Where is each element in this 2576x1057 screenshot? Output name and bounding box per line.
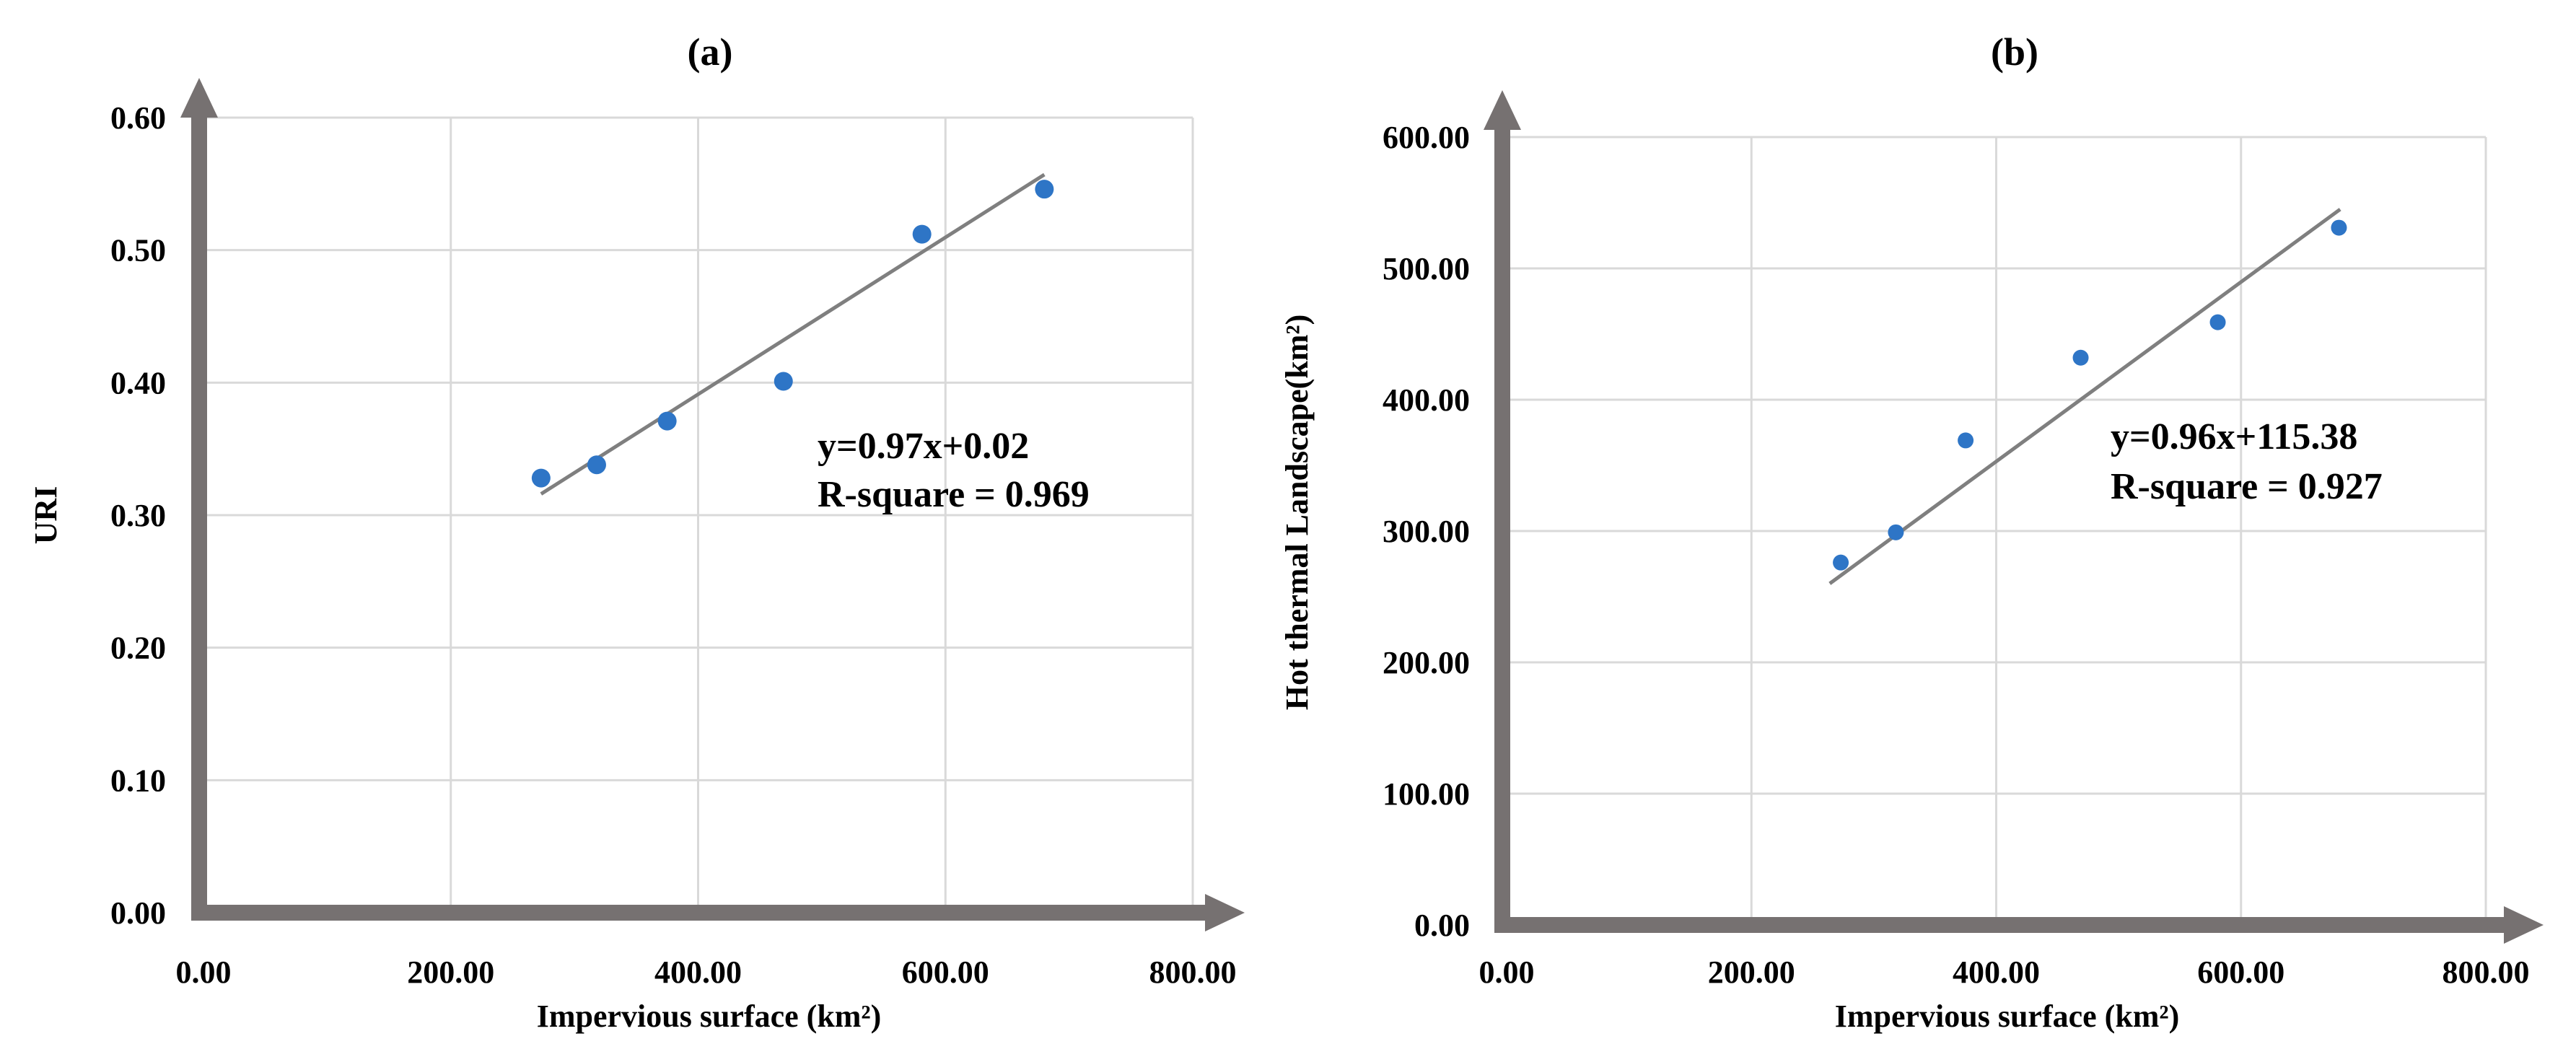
- y-tick-label: 300.00: [1383, 514, 1470, 549]
- data-point: [1035, 180, 1054, 199]
- chart-a-trendline-layer: [540, 172, 1046, 496]
- chart-b-labels: (b) 0.00 100.00 200.00 300.00 400.00 500.00 600…: [1279, 30, 2530, 1034]
- chart-title: (b): [1991, 30, 2038, 74]
- r-square-label: R-square = 0.969: [818, 474, 1090, 515]
- data-point: [657, 411, 677, 431]
- data-point: [912, 224, 932, 244]
- y-tick-label: 0.00: [110, 895, 166, 931]
- x-tick-label: 400.00: [654, 955, 742, 990]
- data-point: [587, 455, 606, 475]
- y-tick-label: 0.20: [110, 631, 166, 666]
- x-tick-label: 400.00: [1953, 955, 2040, 990]
- y-tick-label: 600.00: [1383, 120, 1470, 155]
- chart-a-points: [531, 180, 1054, 488]
- data-point: [774, 372, 793, 391]
- x-tick-label: 0.00: [176, 955, 232, 990]
- regression-equation: y=0.97x+0.02: [818, 426, 1029, 467]
- chart-b-axes: [1484, 90, 2544, 944]
- y-tick-label: 0.50: [110, 233, 166, 268]
- y-tick-label: 100.00: [1383, 776, 1470, 812]
- data-point: [2331, 219, 2347, 236]
- chart-a-grid: [203, 116, 1194, 913]
- trendline: [1828, 208, 2341, 585]
- x-axis-arrow: [191, 894, 1245, 931]
- trendline: [540, 172, 1046, 496]
- chart-b-trendline-layer: [1828, 208, 2341, 585]
- x-axis-label: Impervious surface (km²): [1835, 999, 2180, 1034]
- y-axis-arrow: [1484, 90, 1521, 933]
- y-axis-label: Hot thermal Landscape(km²): [1279, 315, 1315, 711]
- y-axis-arrow: [180, 78, 218, 921]
- x-axis-arrow: [1494, 906, 2544, 944]
- x-tick-label: 600.00: [2197, 955, 2284, 990]
- y-tick-label: 0.00: [1414, 908, 1470, 943]
- y-tick-label: 0.60: [110, 100, 166, 136]
- x-tick-label: 200.00: [1708, 955, 1795, 990]
- data-point: [1958, 432, 1974, 449]
- data-point: [2072, 349, 2089, 366]
- data-point: [1833, 554, 1849, 571]
- x-tick-label: 200.00: [407, 955, 494, 990]
- x-tick-label: 800.00: [1149, 955, 1237, 990]
- x-axis-label: Impervious surface (km²): [537, 999, 882, 1034]
- chart-a-labels: (a) 0.00 0.10 0.20 0.30 0.40 0.50 0.60 0.00 200.0…: [28, 30, 1237, 1034]
- x-tick-label: 0.00: [1479, 955, 1535, 990]
- y-tick-label: 0.10: [110, 763, 166, 798]
- y-tick-label: 400.00: [1383, 382, 1470, 418]
- x-tick-label: 800.00: [2443, 955, 2530, 990]
- y-tick-label: 0.40: [110, 365, 166, 400]
- chart-b-points: [1833, 219, 2347, 571]
- chart-a: (a) 0.00 0.10 0.20 0.30 0.40 0.50 0.60 0.00 200.0…: [28, 30, 1245, 1034]
- data-point: [531, 468, 551, 488]
- chart-a-axes: [180, 78, 1245, 931]
- chart-b: (b) 0.00 100.00 200.00 300.00 400.00 500.00 600…: [1279, 30, 2544, 1034]
- data-point: [2209, 314, 2226, 330]
- y-axis-label: URI: [28, 486, 63, 545]
- y-tick-label: 500.00: [1383, 251, 1470, 286]
- y-tick-label: 200.00: [1383, 645, 1470, 680]
- data-point: [1888, 524, 1904, 540]
- x-tick-label: 600.00: [902, 955, 989, 990]
- chart-b-grid: [1507, 136, 2487, 925]
- r-square-label: R-square = 0.927: [2111, 466, 2383, 507]
- y-tick-label: 0.30: [110, 498, 166, 533]
- regression-equation: y=0.96x+115.38: [2111, 416, 2357, 457]
- chart-title: (a): [688, 30, 733, 74]
